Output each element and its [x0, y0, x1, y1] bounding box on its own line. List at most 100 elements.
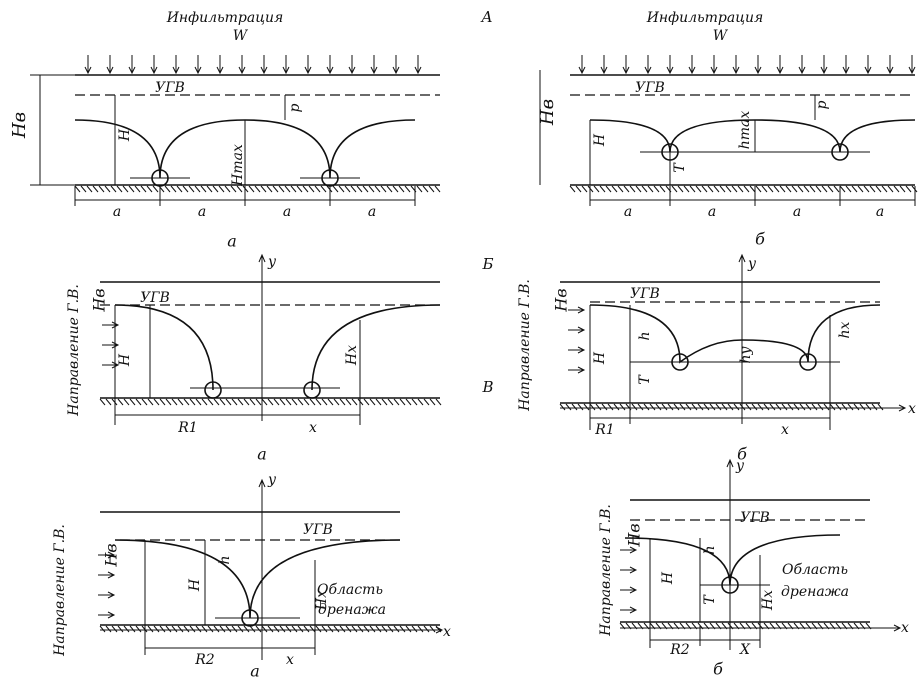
- ground-hatch: [749, 185, 756, 193]
- arrow-head: [128, 66, 136, 75]
- ground-hatch: [177, 398, 184, 406]
- ground-hatch: [243, 625, 250, 633]
- ground-hatch: [739, 622, 746, 630]
- ground-hatch: [98, 185, 105, 193]
- ground-hatch: [182, 185, 189, 193]
- ground-hatch: [272, 185, 279, 193]
- label: W: [233, 28, 249, 44]
- ground-hatch: [123, 398, 130, 406]
- arrow-head: [392, 66, 400, 75]
- label: Инфильтрация: [166, 10, 284, 26]
- ground-hatch: [392, 185, 399, 193]
- ground-hatch: [877, 403, 884, 411]
- ground-hatch: [685, 403, 692, 411]
- ground-hatch: [327, 625, 334, 633]
- ground-hatch: [344, 185, 351, 193]
- ground-hatch: [428, 185, 435, 193]
- ground-hatch: [422, 185, 429, 193]
- ground-hatch: [291, 625, 298, 633]
- ground-hatch: [123, 625, 130, 633]
- arrow-head: [577, 326, 586, 334]
- ground-hatch: [559, 403, 566, 411]
- ground-hatch: [398, 185, 405, 193]
- label: a: [368, 204, 376, 220]
- ground-hatch: [153, 398, 160, 406]
- ground-hatch: [405, 625, 412, 633]
- label: дренажа: [781, 584, 849, 600]
- ground-hatch: [827, 185, 834, 193]
- ground-hatch: [147, 625, 154, 633]
- ground-hatch: [677, 185, 684, 193]
- label: x: [286, 652, 294, 668]
- ground-hatch: [805, 622, 812, 630]
- ground-hatch: [859, 622, 866, 630]
- ground-hatch: [212, 185, 219, 193]
- ground-hatch: [611, 185, 618, 193]
- ground-hatch: [607, 403, 614, 411]
- ground-hatch: [255, 625, 262, 633]
- label: Hx: [314, 590, 330, 611]
- ground-hatch: [285, 398, 292, 406]
- arrow-head: [710, 66, 718, 75]
- ground-hatch: [237, 625, 244, 633]
- ground-hatch: [237, 398, 244, 406]
- ground-hatch: [303, 398, 310, 406]
- arrow-head: [908, 66, 916, 75]
- label: R2: [194, 652, 215, 668]
- arrow-head: [370, 66, 378, 75]
- ground-hatch: [332, 185, 339, 193]
- ground-hatch: [356, 185, 363, 193]
- label: h: [217, 555, 233, 564]
- label: б: [737, 445, 747, 464]
- ground-hatch: [649, 622, 656, 630]
- ground-hatch: [152, 185, 159, 193]
- label: a: [283, 204, 291, 220]
- label: H: [117, 128, 133, 142]
- ground-hatch: [386, 185, 393, 193]
- ground-hatch: [769, 403, 776, 411]
- ground-hatch: [593, 185, 600, 193]
- label: Направление Г.В.: [52, 524, 68, 657]
- label: б: [713, 660, 723, 679]
- label: x: [309, 420, 317, 436]
- arrow-head: [111, 341, 120, 349]
- arrow-head: [84, 66, 92, 75]
- ground-hatch: [643, 622, 650, 630]
- ground-hatch: [363, 625, 370, 633]
- ground-hatch: [847, 622, 854, 630]
- label: H: [660, 571, 676, 585]
- ground-hatch: [685, 622, 692, 630]
- ground-hatch: [809, 185, 816, 193]
- ground-hatch: [695, 185, 702, 193]
- label: Направление Г.В.: [517, 279, 533, 412]
- ground-hatch: [387, 398, 394, 406]
- ground-hatch: [231, 625, 238, 633]
- ground-hatch: [853, 403, 860, 411]
- label: А: [480, 8, 492, 26]
- ground-hatch: [291, 398, 298, 406]
- ground-hatch: [320, 185, 327, 193]
- ground-hatch: [893, 185, 900, 193]
- ground-hatch: [224, 185, 231, 193]
- ground-hatch: [218, 185, 225, 193]
- drain-well: [303, 381, 321, 399]
- ground-hatch: [851, 185, 858, 193]
- ground-hatch: [661, 622, 668, 630]
- label: y: [747, 256, 757, 272]
- ground-hatch: [351, 625, 358, 633]
- ground-hatch: [745, 622, 752, 630]
- ground-hatch: [569, 185, 576, 193]
- ground-hatch: [787, 403, 794, 411]
- label: Направление Г.В.: [66, 284, 82, 417]
- ground-hatch: [189, 398, 196, 406]
- arrow-head: [150, 66, 158, 75]
- ground-hatch: [309, 398, 316, 406]
- ground-hatch: [219, 625, 226, 633]
- ground-hatch: [159, 398, 166, 406]
- ground-hatch: [201, 398, 208, 406]
- ground-hatch: [188, 185, 195, 193]
- ground-hatch: [261, 625, 268, 633]
- ground-hatch: [803, 185, 810, 193]
- ground-hatch: [821, 185, 828, 193]
- ground-hatch: [104, 185, 111, 193]
